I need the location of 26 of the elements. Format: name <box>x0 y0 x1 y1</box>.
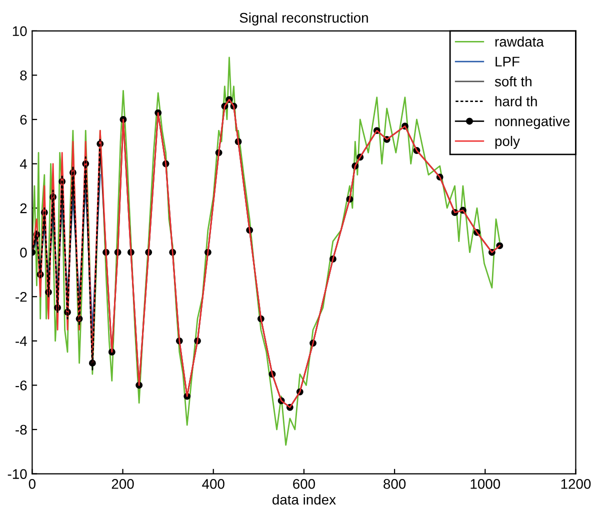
x-tick-label: 800 <box>384 479 406 489</box>
y-tick-label: 0 <box>20 248 27 258</box>
legend-label: poly <box>495 136 520 149</box>
y-tick-label: 4 <box>20 159 27 169</box>
y-tick-label: 2 <box>20 203 27 214</box>
y-tick-label: 6 <box>20 114 27 125</box>
legend-label: hard th <box>495 96 537 106</box>
x-tick-label: 600 <box>293 479 316 489</box>
x-tick-label: 0 <box>28 479 36 489</box>
legend-label: LPF <box>496 56 520 66</box>
y-tick-label: 10 <box>12 26 27 36</box>
y-tick-label: -4 <box>16 336 27 346</box>
x-tick-label: 400 <box>202 479 224 489</box>
legend-label: nonnegative <box>495 116 570 129</box>
y-tick-label: -8 <box>16 424 27 435</box>
x-tick-label: 1200 <box>561 479 591 489</box>
legend-label: soft th <box>494 76 532 86</box>
legend-label: rawdata <box>495 36 544 47</box>
y-tick-label: -2 <box>16 292 27 302</box>
chart-title: Signal reconstruction <box>240 12 368 26</box>
x-tick-label: 200 <box>112 479 134 489</box>
y-tick-label: -10 <box>8 469 27 479</box>
y-tick-label: 8 <box>20 70 27 80</box>
x-tick-label: 1000 <box>470 479 500 489</box>
y-tick-label: -6 <box>16 380 27 390</box>
x-axis-title: data index <box>272 494 336 505</box>
